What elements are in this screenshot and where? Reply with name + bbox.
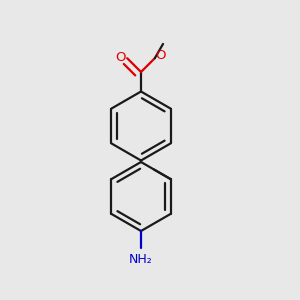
Text: O: O [155, 49, 165, 62]
Text: NH₂: NH₂ [129, 253, 153, 266]
Text: O: O [116, 51, 126, 64]
